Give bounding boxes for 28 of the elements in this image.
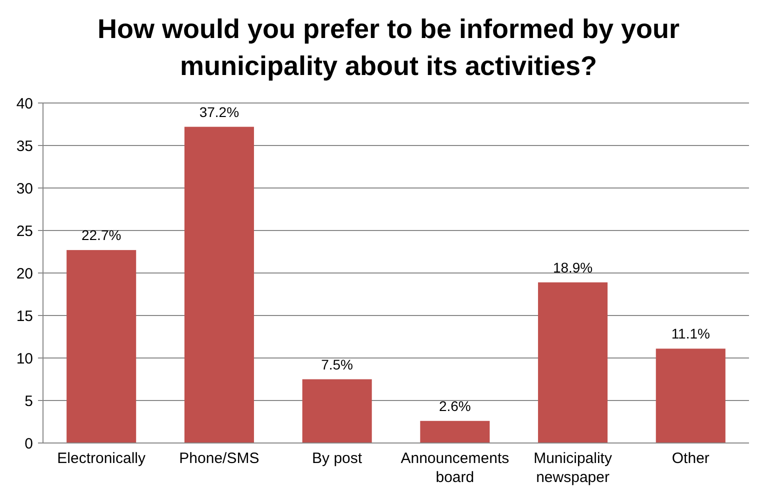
bar: [302, 379, 372, 443]
y-tick-label: 25: [16, 222, 33, 240]
y-tick-label: 20: [16, 265, 33, 282]
data-label: 37.2%: [199, 104, 240, 120]
data-label: 18.9%: [552, 259, 593, 276]
bar: [420, 420, 490, 443]
chart-title: How would you prefer to be informed by your municipality about its activities?: [97, 14, 680, 81]
y-tick-label: 5: [24, 392, 33, 410]
y-tick-label: 40: [16, 95, 33, 112]
y-tick-label: 15: [16, 308, 33, 325]
bar: [184, 126, 254, 443]
data-label: 7.5%: [321, 356, 354, 372]
x-tick-label: Electronically: [57, 450, 146, 467]
bar: [538, 282, 608, 443]
x-tick-label: Announcements board: [400, 450, 510, 486]
data-label: 22.7%: [81, 227, 122, 244]
x-tick-label: By post: [312, 450, 363, 467]
x-tick-label: Municipality newspaper: [534, 450, 612, 486]
bar: [66, 250, 136, 443]
y-tick-label: 10: [16, 350, 33, 368]
x-tick-label: Phone/SMS: [179, 450, 260, 467]
y-tick-label: 35: [16, 138, 33, 155]
y-tick-label: 30: [16, 180, 33, 198]
data-label: 11.1%: [671, 326, 710, 342]
x-tick-label: Other: [672, 450, 710, 467]
data-label: 2.6%: [438, 398, 471, 414]
bar: [656, 348, 726, 443]
y-tick-label: 0: [24, 435, 33, 452]
